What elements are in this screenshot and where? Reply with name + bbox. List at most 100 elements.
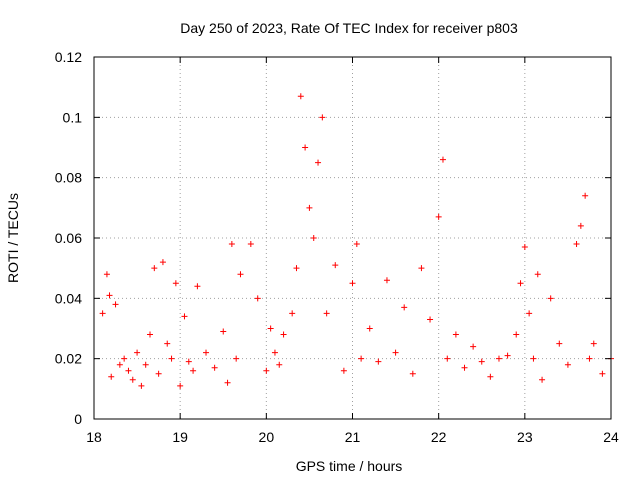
data-point — [564, 361, 571, 368]
data-point — [289, 310, 296, 317]
data-point — [267, 325, 274, 332]
data-point — [276, 361, 283, 368]
data-point — [319, 114, 326, 121]
data-point — [112, 301, 119, 308]
y-tick-label: 0.02 — [55, 351, 82, 367]
data-point — [547, 295, 554, 302]
data-point — [392, 349, 399, 356]
data-point — [577, 222, 584, 229]
data-point — [418, 265, 425, 272]
data-point — [211, 364, 218, 371]
data-point — [358, 355, 365, 362]
data-point — [444, 355, 451, 362]
data-point — [452, 331, 459, 338]
data-point — [108, 373, 115, 380]
data-point — [590, 340, 597, 347]
data-point — [495, 355, 502, 362]
data-point — [349, 280, 356, 287]
data-point — [129, 376, 136, 383]
data-point — [159, 259, 166, 266]
data-point — [151, 265, 158, 272]
y-axis-label: ROTI / TECUs — [5, 193, 21, 283]
data-point — [353, 241, 360, 248]
data-point — [164, 340, 171, 347]
data-point — [168, 355, 175, 362]
data-point — [271, 349, 278, 356]
data-point — [99, 310, 106, 317]
y-tick-label: 0.04 — [55, 290, 82, 306]
x-tick-label: 24 — [603, 429, 619, 445]
data-point — [310, 235, 317, 241]
data-point — [224, 379, 231, 386]
x-tick-label: 22 — [431, 429, 447, 445]
data-point — [121, 355, 128, 362]
data-point — [142, 361, 149, 368]
data-point — [220, 328, 227, 335]
data-point — [556, 340, 563, 347]
grid-layer — [94, 57, 611, 419]
data-point — [125, 367, 132, 374]
data-point — [470, 343, 477, 350]
data-point — [228, 241, 235, 248]
y-tick-label: 0.1 — [63, 109, 83, 125]
x-tick-label: 21 — [345, 429, 361, 445]
data-point — [530, 355, 537, 362]
data-point — [383, 277, 390, 284]
data-point — [521, 244, 528, 251]
data-point — [409, 370, 416, 377]
data-point — [155, 370, 162, 377]
x-tick-label: 20 — [259, 429, 275, 445]
data-point — [539, 376, 546, 383]
data-point — [582, 192, 589, 199]
data-point — [177, 382, 184, 389]
data-point — [573, 241, 580, 248]
data-point — [194, 283, 201, 290]
data-point — [134, 349, 141, 356]
data-point — [254, 295, 261, 302]
data-point — [203, 349, 210, 356]
data-point — [293, 265, 300, 272]
data-point — [517, 280, 524, 287]
data-point — [103, 271, 110, 278]
data-point — [427, 316, 434, 323]
points-layer — [99, 93, 614, 389]
data-point — [599, 370, 606, 377]
data-point — [366, 325, 373, 332]
ticks-layer: 18 19 20 21 22 23 24 0 0.02 0.04 0.06 0.08 0.1 0.12 — [55, 49, 619, 445]
x-axis-label: GPS time / hours — [296, 458, 403, 474]
data-point — [315, 159, 322, 166]
data-point — [478, 358, 485, 365]
data-point — [297, 93, 304, 100]
data-point — [185, 358, 192, 365]
data-point — [263, 367, 270, 374]
data-point — [190, 367, 197, 374]
data-point — [340, 367, 347, 374]
data-point — [526, 310, 533, 317]
data-point — [586, 355, 593, 362]
y-tick-label: 0.06 — [55, 230, 82, 246]
data-point — [306, 204, 313, 211]
data-point — [487, 373, 494, 380]
data-point — [116, 361, 123, 368]
data-point — [401, 304, 408, 311]
y-tick-label: 0.08 — [55, 170, 82, 186]
y-tick-label: 0.12 — [55, 49, 82, 65]
data-point — [106, 292, 113, 299]
data-point — [323, 310, 330, 317]
data-point — [439, 156, 446, 163]
data-point — [247, 241, 254, 248]
data-point — [280, 331, 287, 338]
data-point — [504, 352, 511, 359]
data-point — [534, 271, 541, 278]
data-point — [181, 313, 188, 320]
plot-frame — [93, 56, 612, 420]
data-point — [513, 331, 520, 338]
chart-title: Day 250 of 2023, Rate Of TEC Index for r… — [180, 20, 518, 36]
data-point — [147, 331, 154, 338]
data-point — [302, 144, 309, 151]
x-tick-label: 19 — [172, 429, 188, 445]
data-point — [233, 355, 240, 362]
data-point — [237, 271, 244, 278]
